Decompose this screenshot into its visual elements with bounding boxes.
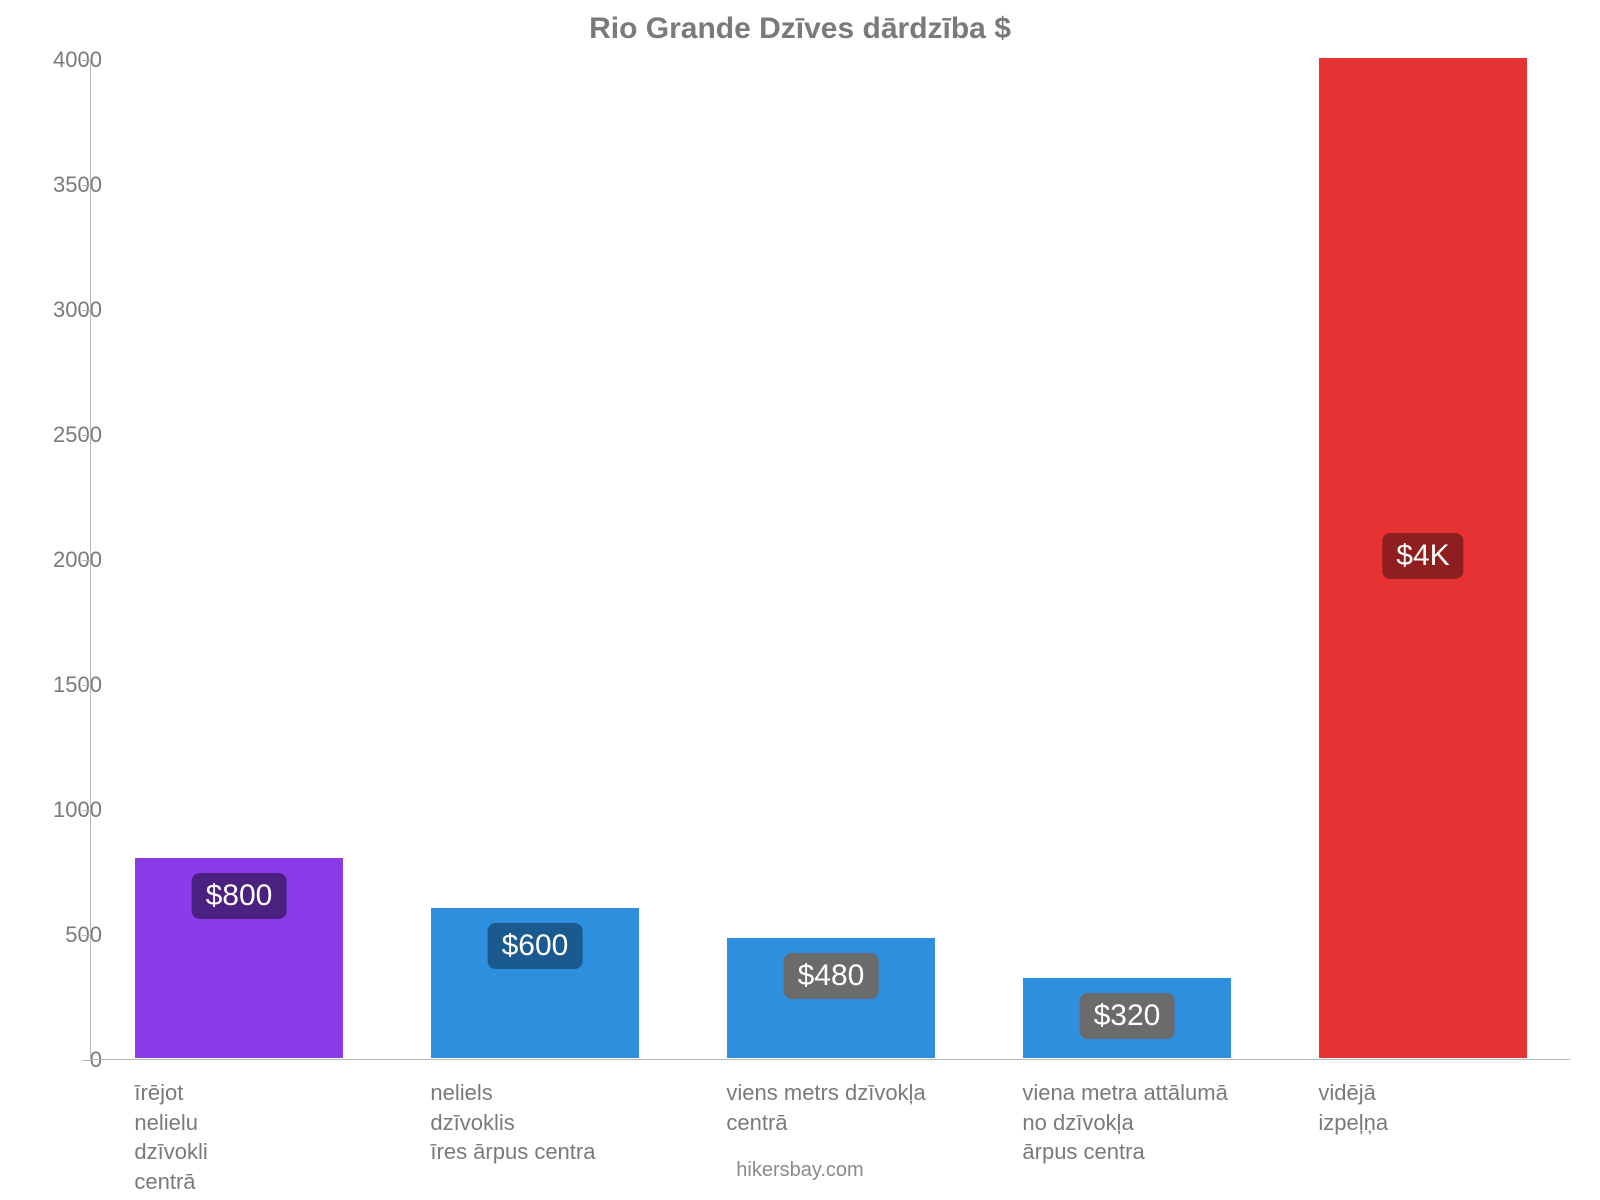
chart-title: Rio Grande Dzīves dārdzība $ [0,12,1600,46]
y-tick-mark [82,560,90,561]
x-tick-label: neliels dzīvoklis īres ārpus centra [430,1078,595,1167]
value-badge: $480 [784,953,879,999]
y-tick-mark [82,935,90,936]
value-badge: $4K [1382,533,1463,579]
y-tick-mark [82,60,90,61]
value-badge: $600 [488,923,583,969]
x-tick-label: vidējā izpeļņa [1318,1078,1388,1137]
x-tick-label: viena metra attālumā no dzīvokļa ārpus c… [1022,1078,1227,1167]
cost-of-living-chart: Rio Grande Dzīves dārdzība $ 05001000150… [0,0,1600,1200]
y-tick-mark [82,310,90,311]
y-tick-mark [82,685,90,686]
y-tick-mark [82,185,90,186]
y-tick-mark [82,810,90,811]
x-tick-label: viens metrs dzīvokļa centrā [726,1078,925,1137]
value-badge: $800 [192,873,287,919]
value-badge: $320 [1080,993,1175,1039]
footer-attribution: hikersbay.com [0,1159,1600,1182]
plot-area: $800 $600 $480 $320 $4K [90,60,1570,1060]
y-tick-mark [82,1060,90,1061]
y-tick-mark [82,435,90,436]
